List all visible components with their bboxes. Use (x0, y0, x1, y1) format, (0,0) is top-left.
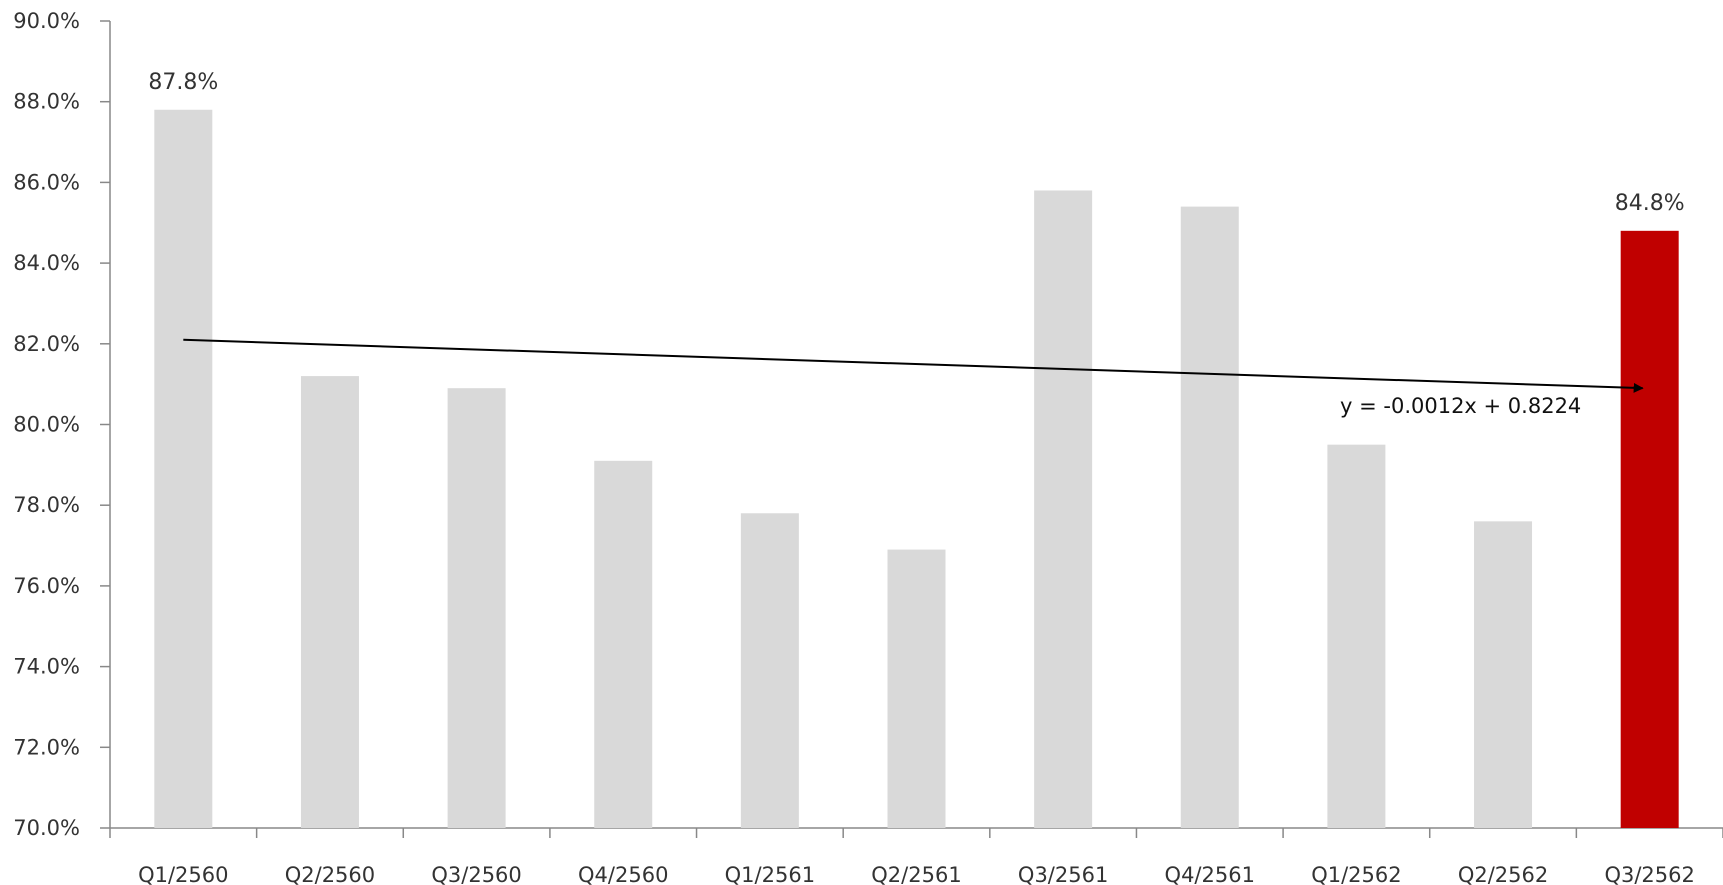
bar-q2-2562 (1474, 521, 1532, 828)
bar-q3-2562 (1621, 231, 1679, 828)
y-tick-label: 70.0% (13, 816, 80, 840)
y-tick-label: 84.0% (13, 251, 80, 275)
bar-q2-2561 (888, 550, 946, 828)
x-tick-label: Q2/2561 (871, 863, 961, 885)
bar-q2-2560 (301, 376, 359, 828)
y-tick-label: 90.0% (13, 9, 80, 33)
x-tick-label: Q4/2560 (578, 863, 668, 885)
bar-q4-2561 (1181, 207, 1239, 828)
x-tick-label: Q3/2562 (1604, 863, 1694, 885)
x-tick-label: Q2/2560 (285, 863, 375, 885)
data-label: 87.8% (148, 70, 218, 95)
bar-q3-2561 (1034, 190, 1092, 828)
trendline-equation: y = -0.0012x + 0.8224 (1340, 394, 1581, 418)
bar-q3-2560 (448, 388, 506, 828)
data-labels: 87.8% 84.8% (148, 70, 1684, 216)
x-tick-label: Q3/2561 (1018, 863, 1108, 885)
y-tick-label: 74.0% (13, 655, 80, 679)
trendline: y = -0.0012x + 0.8224 (183, 340, 1642, 418)
y-tick-label: 72.0% (13, 735, 80, 759)
y-tick-label: 82.0% (13, 332, 80, 356)
y-tick-label: 80.0% (13, 413, 80, 437)
y-tick-label: 88.0% (13, 90, 80, 114)
x-axis: Q1/2560 Q2/2560 Q3/2560 Q4/2560 Q1/2561 Q2/25… (110, 828, 1723, 885)
y-tick-label: 78.0% (13, 493, 80, 517)
x-tick-label: Q1/2561 (725, 863, 815, 885)
bar-q4-2560 (594, 461, 652, 828)
bar-q1-2560 (154, 110, 212, 828)
x-tick-label: Q4/2561 (1165, 863, 1255, 885)
x-tick-label: Q3/2560 (431, 863, 521, 885)
y-axis: 70.0% 72.0% 74.0% 76.0% 78.0% 80.0% 82.0% 84.0%… (13, 9, 110, 840)
data-label: 84.8% (1615, 191, 1685, 216)
x-tick-label: Q1/2562 (1311, 863, 1401, 885)
bar-q1-2561 (741, 513, 799, 828)
y-tick-label: 86.0% (13, 170, 80, 194)
x-tick-label: Q1/2560 (138, 863, 228, 885)
trendline-arrow (183, 340, 1642, 388)
bars (154, 110, 1678, 828)
bar-q1-2562 (1327, 445, 1385, 828)
x-tick-label: Q2/2562 (1458, 863, 1548, 885)
y-tick-label: 76.0% (13, 574, 80, 598)
